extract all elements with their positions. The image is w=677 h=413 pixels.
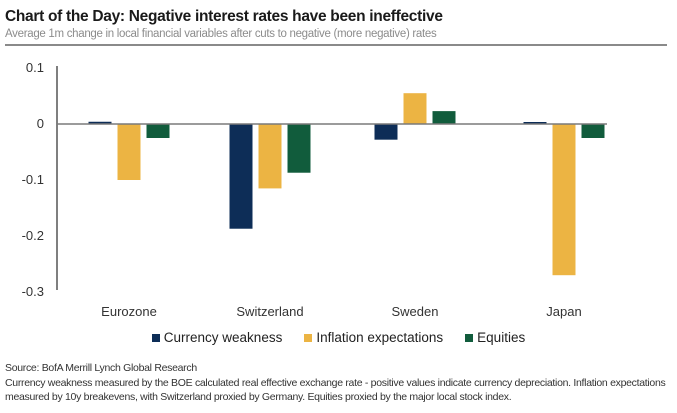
legend-label: Currency weakness	[163, 330, 283, 345]
y-tick-label: -0.1	[22, 172, 44, 187]
legend-item-inflation-expectations: Inflation expectations	[304, 330, 443, 345]
legend-label: Inflation expectations	[316, 330, 444, 345]
source-text: Source: BofA Merrill Lynch Global Resear…	[5, 362, 197, 374]
chart-subtitle: Average 1m change in local financial var…	[5, 28, 437, 40]
bars-group	[88, 93, 605, 276]
category-label-eurozone: Eurozone	[101, 304, 157, 319]
bar-sweden-inflation-expectations	[403, 93, 427, 124]
legend-label: Equities	[477, 330, 526, 345]
bar-sweden-currency-weakness	[374, 124, 398, 140]
y-axis-ticks: 0.1 0 -0.1 -0.2 -0.3	[22, 60, 44, 299]
bar-sweden-equities	[432, 111, 456, 124]
bar-switzerland-currency-weakness	[229, 124, 253, 229]
bar-eurozone-equities	[146, 124, 170, 138]
y-tick-label: 0.1	[26, 60, 44, 75]
bar-switzerland-inflation-expectations	[258, 124, 282, 189]
y-tick-label: 0	[37, 116, 44, 131]
category-labels: Eurozone Switzerland Sweden Japan	[101, 304, 582, 319]
footnote-text: Currency weakness measured by the BOE ca…	[5, 377, 666, 403]
legend-swatch-equities	[465, 333, 474, 342]
y-tick-label: -0.3	[22, 284, 44, 299]
category-label-japan: Japan	[546, 304, 581, 319]
legend: Currency weakness Inflation expectations…	[0, 330, 677, 345]
chart-title: Chart of the Day: Negative interest rate…	[5, 8, 443, 25]
title-divider	[5, 44, 667, 46]
bar-japan-equities	[581, 124, 605, 138]
bar-eurozone-inflation-expectations	[117, 124, 141, 180]
legend-swatch-currency-weakness	[151, 333, 160, 342]
bar-japan-inflation-expectations	[552, 124, 576, 276]
legend-swatch-inflation-expectations	[304, 333, 313, 342]
category-label-sweden: Sweden	[392, 304, 439, 319]
y-tick-label: -0.2	[22, 228, 44, 243]
bar-chart: 0.1 0 -0.1 -0.2 -0.3 Eurozone Switzerland Swed…	[22, 60, 607, 319]
legend-item-equities: Equities	[465, 330, 525, 345]
bar-switzerland-equities	[287, 124, 311, 173]
category-label-switzerland: Switzerland	[236, 304, 303, 319]
bar-japan-currency-weakness	[523, 122, 547, 124]
legend-item-currency-weakness: Currency weakness	[151, 330, 283, 345]
bar-eurozone-currency-weakness	[88, 121, 112, 124]
